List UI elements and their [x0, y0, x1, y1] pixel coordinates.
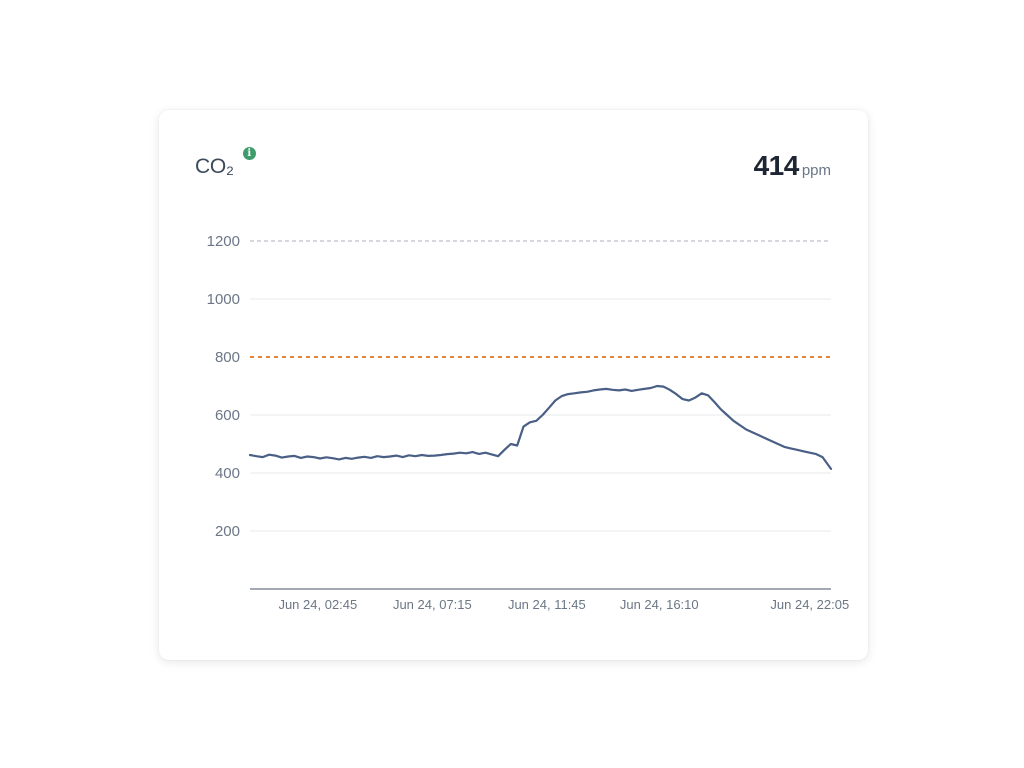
card-header: CO₂ i — [195, 147, 256, 179]
x-tick-label-0: Jun 24, 02:45 — [278, 597, 357, 612]
x-tick-label-2: Jun 24, 11:45 — [508, 597, 586, 612]
info-icon[interactable]: i — [242, 147, 256, 160]
y-tick-label-1000: 1000 — [207, 291, 240, 308]
y-tick-label-800: 800 — [215, 349, 240, 366]
y-tick-label-600: 600 — [215, 407, 240, 424]
card-title: CO₂ — [195, 155, 234, 178]
x-tick-label-3: Jun 24, 16:10 — [620, 597, 699, 612]
y-tick-label-1200: 1200 — [207, 233, 240, 250]
current-unit: ppm — [801, 162, 831, 179]
current-reading: 414 ppm — [754, 150, 831, 182]
co2-line-chart: 200 400 600 800 1000 1200 Jun 24, 02:45 Jun 24,… — [207, 233, 850, 612]
current-value: 414 — [753, 150, 800, 181]
y-tick-label-200: 200 — [215, 523, 240, 540]
series-line-co2 — [248, 384, 833, 470]
x-tick-label-4: Jun 24, 22:05 — [770, 597, 849, 612]
co2-card: CO₂ i 414 ppm 200 400 600 800 1000 1200 Jun 24… — [159, 110, 868, 660]
x-tick-label-1: Jun 24, 07:15 — [393, 597, 472, 612]
y-tick-label-400: 400 — [215, 465, 240, 482]
